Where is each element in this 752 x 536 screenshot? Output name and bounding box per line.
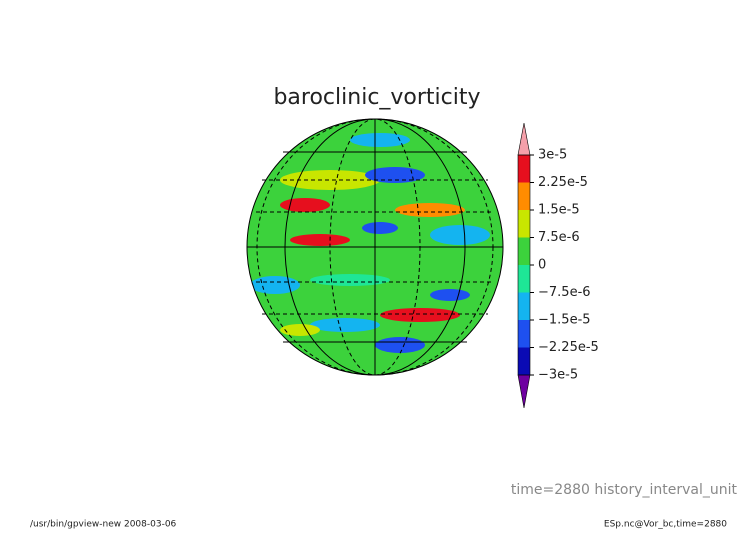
colorbar-segment: [518, 292, 530, 321]
colorbar-tick-label: 1.5e-5: [538, 203, 580, 218]
colorbar-tick-label: 0: [538, 258, 546, 273]
colorbar-segment: [518, 320, 530, 348]
title: baroclinic_vorticity: [273, 85, 480, 110]
colorbar-segment: [518, 265, 530, 293]
colorbar-tick-label: 2.25e-5: [538, 175, 588, 190]
footer-right: ESp.nc@Vor_bc,time=2880: [604, 520, 727, 530]
colorbar-over: [517, 122, 531, 156]
graticule: [246, 118, 504, 376]
colorbar-segment: [518, 182, 530, 211]
colorbar-segment: [518, 155, 530, 183]
footer-left: /usr/bin/gpview-new 2008-03-06: [30, 520, 177, 530]
colorbar-tick-label: −1.5e-5: [538, 313, 591, 328]
annotation: time=2880 history_interval_unit: [511, 482, 738, 498]
colorbar-tick-label: 7.5e-6: [538, 230, 580, 245]
colorbar-tick-label: −7.5e-6: [538, 285, 591, 300]
colorbar-tick-label: 3e-5: [538, 148, 567, 163]
colorbar-segment: [518, 237, 530, 266]
colorbar-segment: [518, 210, 530, 238]
colorbar-tick-label: −2.25e-5: [538, 340, 599, 355]
colorbar-tick-label: −3e-5: [538, 368, 578, 383]
colorbar-segment: [518, 347, 530, 376]
colorbar-under: [517, 374, 531, 409]
